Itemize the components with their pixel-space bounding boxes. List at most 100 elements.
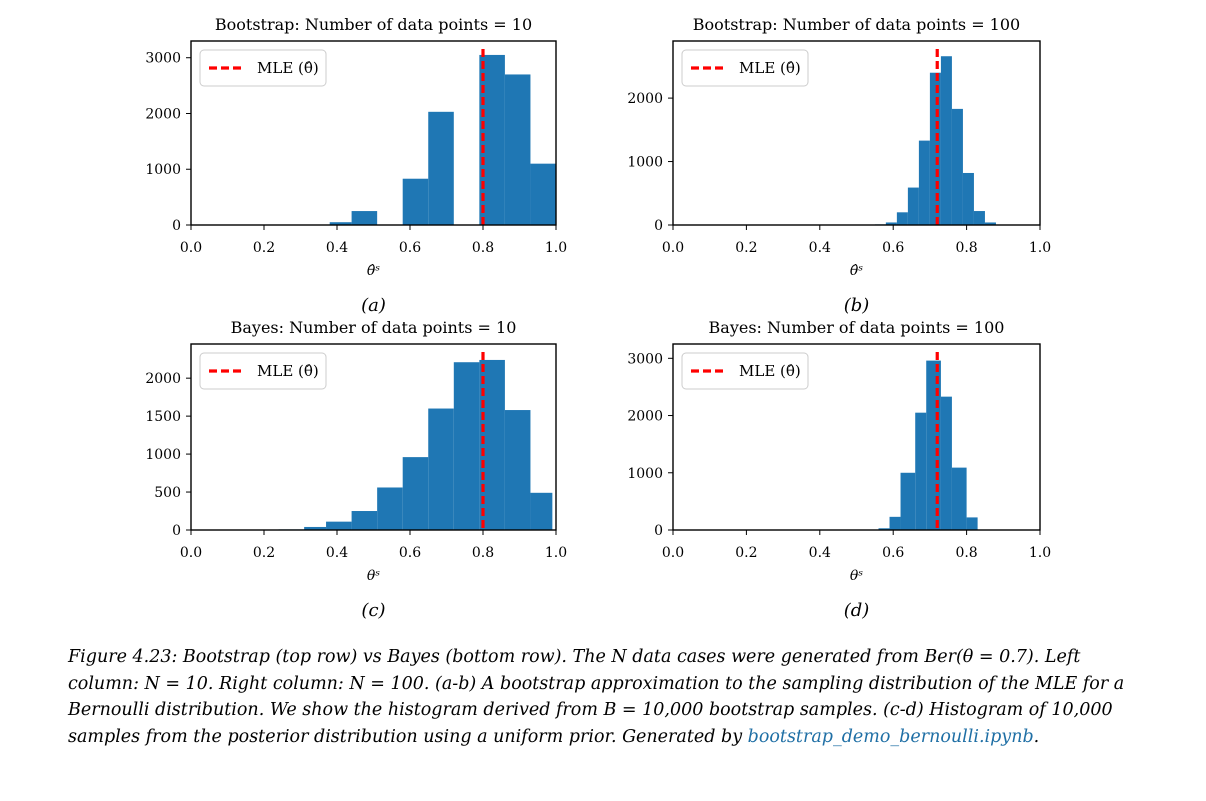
legend-label: MLE (θ̂) bbox=[257, 59, 319, 77]
histogram-bar bbox=[966, 517, 978, 530]
x-tick-label: 0.8 bbox=[955, 240, 977, 256]
x-axis-label: θ̂ˢ bbox=[850, 263, 863, 279]
histogram-bar bbox=[530, 163, 556, 225]
y-tick-label: 1000 bbox=[145, 447, 181, 463]
histogram-bar bbox=[885, 222, 897, 225]
y-tick-label: 2000 bbox=[145, 106, 181, 122]
x-tick-label: 0.6 bbox=[882, 545, 904, 561]
histogram-bar bbox=[907, 187, 919, 225]
chart-panel-1: Bootstrap: Number of data points = 10 0.0… bbox=[145, 15, 567, 316]
histogram-bar bbox=[329, 222, 352, 225]
y-tick-label: 3000 bbox=[145, 51, 181, 67]
chart-title: Bootstrap: Number of data points = 10 bbox=[215, 15, 532, 34]
x-tick-label: 0.8 bbox=[472, 545, 494, 561]
x-tick-label: 0.8 bbox=[955, 545, 977, 561]
plot-frame bbox=[672, 343, 1041, 531]
x-tick-label: 1.0 bbox=[545, 545, 567, 561]
y-tick-label: 1000 bbox=[627, 466, 663, 482]
histogram-bar bbox=[428, 111, 454, 225]
histogram-bar bbox=[940, 396, 952, 530]
x-tick-label: 0.4 bbox=[326, 240, 348, 256]
y-tick-label: 1000 bbox=[627, 155, 663, 171]
histogram-bar bbox=[918, 140, 930, 225]
y-tick-label: 3000 bbox=[627, 351, 663, 367]
histogram-bar bbox=[453, 362, 480, 530]
y-tick-label: 0 bbox=[172, 218, 181, 234]
legend-box bbox=[199, 49, 327, 87]
legend-box bbox=[681, 352, 809, 390]
panel-label: (d) bbox=[844, 600, 870, 621]
x-tick-label: 0.2 bbox=[253, 545, 275, 561]
histogram-bar bbox=[402, 178, 429, 225]
y-tick-label: 500 bbox=[154, 485, 181, 501]
histogram-bar bbox=[428, 408, 454, 530]
histogram-bar bbox=[530, 492, 553, 530]
plot-frame bbox=[190, 40, 557, 226]
chart-panel-4: Bayes: Number of data points = 100 0.0 0.2… bbox=[627, 318, 1051, 621]
x-tick-label: 0.2 bbox=[735, 240, 757, 256]
histogram-bar bbox=[304, 526, 327, 530]
legend-box bbox=[199, 352, 327, 390]
x-tick-label: 0.0 bbox=[180, 240, 202, 256]
x-tick-label: 1.0 bbox=[1029, 545, 1051, 561]
panel-label: (c) bbox=[361, 600, 385, 621]
y-tick-label: 0 bbox=[172, 523, 181, 539]
histogram-bar bbox=[878, 528, 890, 530]
y-tick-label: 0 bbox=[654, 218, 663, 234]
x-tick-label: 0.8 bbox=[472, 240, 494, 256]
histogram-bar bbox=[479, 359, 505, 530]
histogram-bar bbox=[351, 511, 378, 530]
caption-end: . bbox=[1033, 726, 1040, 747]
legend-label: MLE (θ̂) bbox=[739, 59, 801, 77]
x-axis-label: θ̂ˢ bbox=[367, 263, 380, 279]
x-tick-label: 0.6 bbox=[399, 240, 421, 256]
x-tick-label: 0.4 bbox=[809, 545, 831, 561]
legend-label: MLE (θ̂) bbox=[257, 362, 319, 380]
x-tick-label: 0.6 bbox=[882, 240, 904, 256]
x-axis-label: θˢ bbox=[850, 568, 863, 584]
x-tick-label: 0.4 bbox=[326, 545, 348, 561]
x-tick-label: 1.0 bbox=[545, 240, 567, 256]
caption-link[interactable]: bootstrap_demo_bernoulli.ipynb bbox=[747, 726, 1034, 747]
y-tick-label: 2000 bbox=[627, 91, 663, 107]
plot-frame bbox=[672, 40, 1041, 226]
histogram-bar bbox=[351, 211, 378, 225]
chart-title: Bootstrap: Number of data points = 100 bbox=[693, 15, 1020, 34]
figure: Bootstrap: Number of data points = 10 0.0… bbox=[145, 15, 1051, 621]
chart-title: Bayes: Number of data points = 100 bbox=[709, 318, 1005, 337]
histogram-bar bbox=[896, 212, 908, 225]
chart-panel-3: Bayes: Number of data points = 10 0.0 0.2 0… bbox=[145, 318, 567, 621]
y-tick-label: 0 bbox=[654, 523, 663, 539]
x-tick-label: 0.6 bbox=[399, 545, 421, 561]
histogram-bar bbox=[929, 72, 941, 225]
y-tick-label: 2000 bbox=[627, 409, 663, 425]
histogram-bar bbox=[984, 222, 996, 225]
x-tick-label: 0.0 bbox=[662, 240, 684, 256]
y-tick-label: 1500 bbox=[145, 409, 181, 425]
x-tick-label: 0.0 bbox=[662, 545, 684, 561]
histogram-bar bbox=[504, 410, 531, 530]
histogram-bar bbox=[926, 360, 941, 530]
panel-label: (a) bbox=[361, 295, 386, 316]
x-tick-label: 1.0 bbox=[1029, 240, 1051, 256]
histogram-bar bbox=[377, 487, 403, 530]
caption-text: Figure 4.23: Bootstrap (top row) vs Baye… bbox=[68, 647, 1125, 747]
y-tick-label: 1000 bbox=[145, 162, 181, 178]
histogram-bar bbox=[951, 108, 963, 225]
x-tick-label: 0.2 bbox=[253, 240, 275, 256]
y-tick-label: 2000 bbox=[145, 371, 181, 387]
histogram-bar bbox=[402, 457, 429, 530]
chart-panel-2: Bootstrap: Number of data points = 100 0.… bbox=[627, 15, 1051, 316]
histogram-bar bbox=[326, 521, 352, 530]
histogram-bar bbox=[504, 74, 531, 225]
panel-label: (b) bbox=[844, 295, 870, 316]
plot-frame bbox=[190, 343, 557, 531]
x-tick-label: 0.0 bbox=[180, 545, 202, 561]
histogram-bar bbox=[951, 467, 967, 530]
x-tick-label: 0.4 bbox=[809, 240, 831, 256]
histogram-bar bbox=[915, 412, 927, 530]
x-tick-label: 0.2 bbox=[735, 545, 757, 561]
legend-box bbox=[681, 49, 809, 87]
histogram-bar bbox=[973, 211, 985, 225]
legend-label: MLE (θ̂) bbox=[739, 362, 801, 380]
